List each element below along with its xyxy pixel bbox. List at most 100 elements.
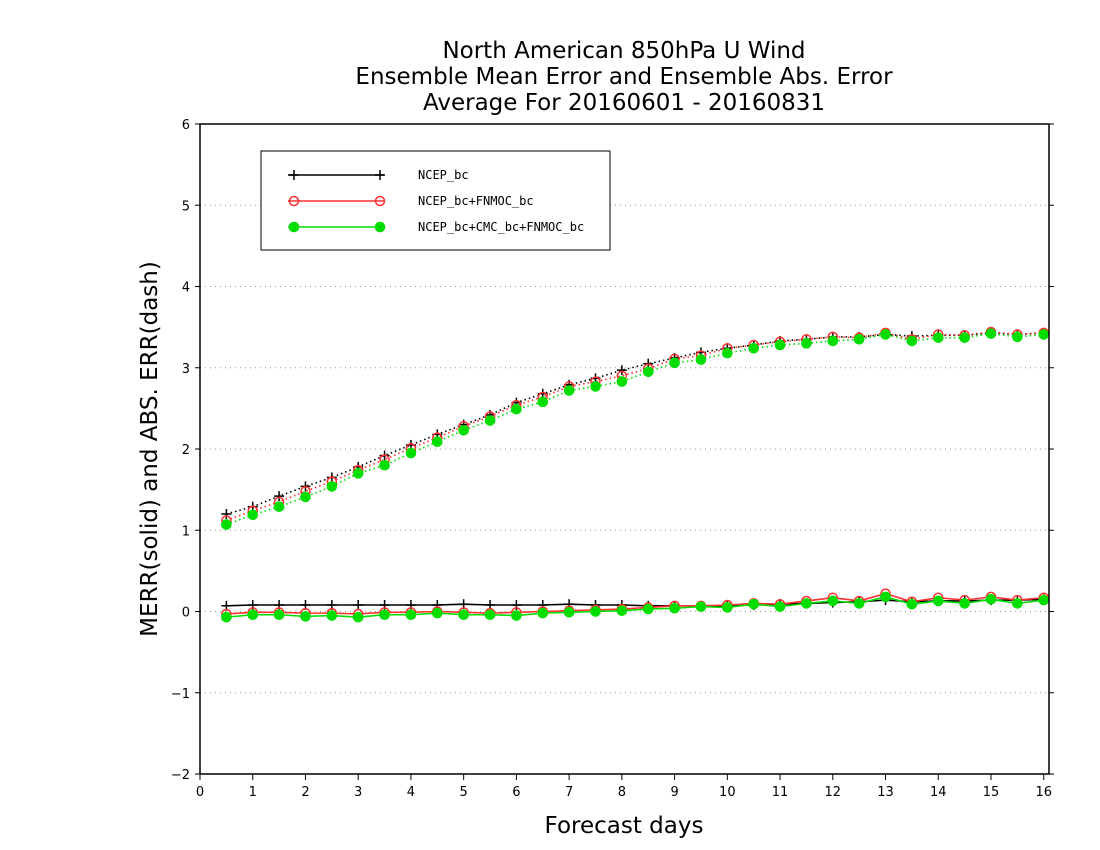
merr-point	[695, 601, 707, 612]
legend-item-3: NCEP_bc+CMC_bc+FNMOC_bc	[288, 220, 584, 234]
x-tick-label: 7	[565, 785, 573, 800]
legend: NCEP_bc NCEP_bc+FNMOC_bc NCEP_bc+CMC_bc+FN…	[260, 150, 611, 251]
y-tick-label: 5	[182, 199, 190, 214]
x-tick-label: 12	[825, 785, 842, 800]
x-tick-label: 9	[670, 785, 678, 800]
chart-title-line-1: North American 850hPa U Wind	[442, 38, 805, 64]
series-layer	[221, 326, 1050, 623]
series-1	[221, 327, 1049, 611]
y-tick-label: 2	[182, 443, 190, 458]
x-axis: 0 1 2 3 4 5 6 7 8 9 10 11 12 13 14 15 16	[196, 774, 1052, 800]
y-tick-label: 4	[182, 281, 190, 296]
merr-point	[801, 598, 812, 609]
x-tick-label: 6	[512, 785, 520, 800]
x-tick-label: 5	[460, 785, 468, 800]
legend-item-2: NCEP_bc+FNMOC_bc	[288, 194, 534, 208]
merr-point	[405, 609, 417, 621]
merr-point	[932, 595, 944, 607]
abs-err-point	[959, 332, 970, 343]
abs-err-point	[221, 519, 232, 530]
merr-point	[590, 606, 601, 617]
abs-err-line-2	[226, 331, 1044, 522]
merr-point	[352, 611, 364, 623]
merr-point	[906, 598, 918, 610]
abs-err-point	[379, 459, 390, 471]
y-axis: −2 −1 0 1 2 3 4 5 6	[171, 118, 1054, 783]
x-tick-label: 2	[301, 785, 309, 800]
y-axis-label: MERR(solid) and ABS. ERR(dash)	[137, 261, 163, 637]
abs-err-point	[1012, 331, 1023, 343]
legend-marker	[288, 195, 300, 207]
y-tick-label: 3	[182, 362, 190, 377]
x-tick-label: 16	[1035, 785, 1052, 800]
merr-point	[1012, 598, 1023, 609]
merr-point	[431, 607, 443, 619]
abs-err-point	[431, 436, 443, 447]
y-tick-label: 0	[182, 606, 190, 621]
y-tick-label: 6	[182, 118, 190, 133]
abs-err-point	[616, 376, 628, 387]
legend-marker	[375, 170, 385, 180]
abs-err-point	[932, 332, 944, 343]
merr-point	[247, 609, 259, 621]
merr-point	[616, 605, 628, 616]
legend-label: NCEP_bc+FNMOC_bc	[418, 194, 534, 208]
x-tick-label: 1	[249, 785, 257, 800]
merr-point	[537, 607, 549, 619]
merr-point	[221, 611, 232, 623]
abs-err-point	[880, 329, 891, 340]
merr-point	[273, 609, 285, 621]
abs-err-point	[669, 357, 680, 369]
merr-point	[722, 602, 733, 613]
legend-label: NCEP_bc	[418, 168, 469, 182]
abs-err-point	[563, 385, 575, 396]
abs-err-point	[695, 354, 707, 365]
merr-point	[458, 609, 469, 621]
abs-err-point	[273, 501, 285, 512]
merr-point	[353, 600, 364, 610]
merr-point	[642, 603, 654, 615]
y-tick-label: −2	[171, 768, 190, 783]
legend-marker	[374, 221, 386, 233]
abs-err-point	[537, 396, 549, 408]
x-tick-label: 10	[719, 785, 736, 800]
x-tick-label: 0	[196, 785, 204, 800]
abs-err-point	[458, 425, 469, 436]
chart-title-line-2: Ensemble Mean Error and Ensemble Abs. Er…	[355, 64, 893, 90]
abs-err-point	[300, 491, 311, 503]
x-tick-label: 4	[407, 785, 415, 800]
merr-point	[563, 607, 575, 618]
abs-err-point	[906, 335, 918, 347]
abs-err-point	[748, 342, 759, 354]
merr-point	[1038, 594, 1050, 606]
merr-point	[985, 594, 997, 605]
abs-err-point	[274, 491, 285, 502]
abs-err-point	[616, 365, 627, 376]
merr-point	[853, 598, 865, 609]
merr-point	[880, 591, 891, 603]
x-axis-label: Forecast days	[545, 813, 704, 839]
legend-marker	[289, 170, 299, 180]
abs-err-point	[221, 509, 232, 519]
abs-err-point	[774, 339, 786, 351]
y-tick-label: 1	[182, 524, 190, 539]
abs-err-line-1	[226, 332, 1044, 515]
abs-err-point	[722, 347, 733, 359]
abs-err-line-3	[226, 332, 1044, 526]
abs-err-point	[352, 468, 364, 479]
abs-err-point	[405, 447, 417, 459]
merr-point	[300, 611, 311, 622]
merr-point	[484, 609, 496, 621]
grid	[200, 204, 1049, 694]
x-tick-label: 15	[983, 785, 1000, 800]
abs-err-point	[484, 415, 496, 426]
legend-marker	[288, 221, 300, 233]
merr-point	[774, 601, 786, 612]
legend-label: NCEP_bc+CMC_bc+FNMOC_bc	[418, 220, 584, 234]
abs-err-point	[827, 335, 839, 347]
merr-point	[511, 610, 522, 621]
abs-err-point	[1038, 329, 1050, 340]
legend-marker	[374, 195, 386, 207]
